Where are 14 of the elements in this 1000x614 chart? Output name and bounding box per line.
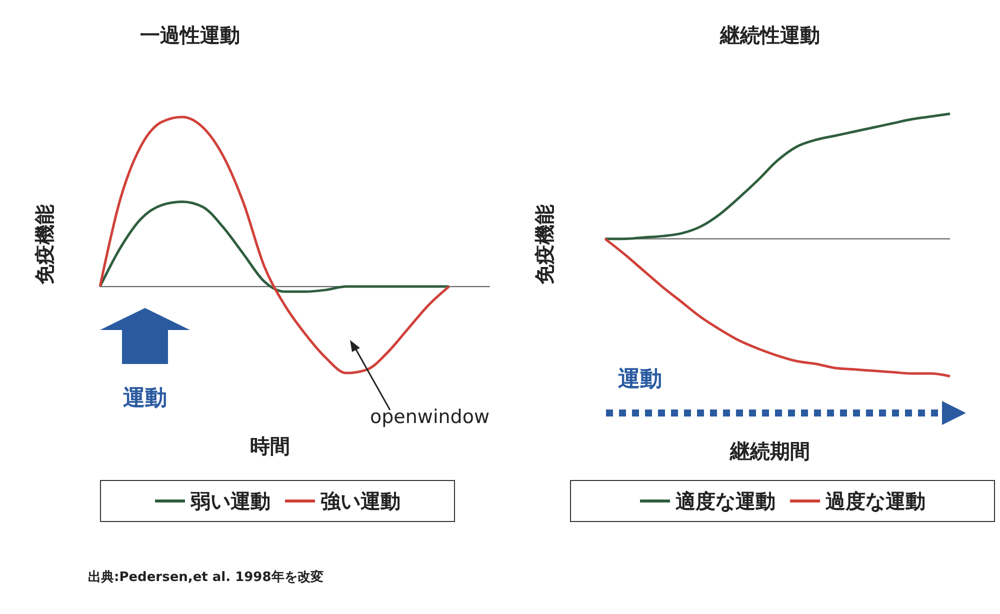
- y-axis-title: 免疫機能: [32, 204, 58, 286]
- text: 運動: [122, 385, 168, 413]
- legend-label: 過度な運動: [826, 488, 926, 514]
- y-axis-title: 免疫機能: [532, 204, 558, 286]
- chart-title: 一過性運動: [139, 22, 241, 49]
- x-axis-title: 時間: [249, 433, 291, 460]
- annotation: 運動: [618, 366, 662, 394]
- legend-label: 適度な運動: [676, 488, 776, 514]
- legend-label: 弱い運動: [190, 488, 270, 514]
- legend-label: 強い運動: [320, 488, 400, 514]
- text: openwindow: [370, 406, 490, 428]
- x-axis-title: 継続期間: [728, 438, 811, 465]
- chart-title: 継続性運動: [718, 22, 821, 49]
- source-note: 出典:Pedersen,et al. 1998年を改変: [88, 568, 324, 586]
